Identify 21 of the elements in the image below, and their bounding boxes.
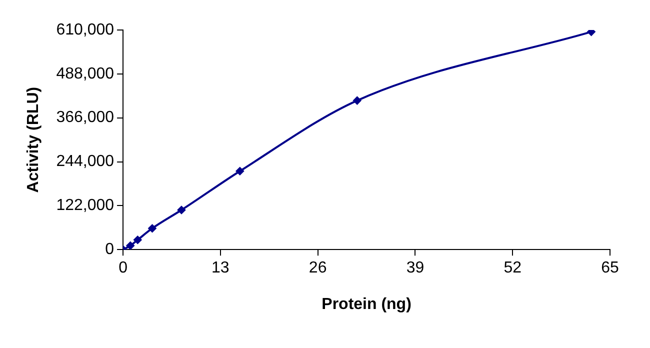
x-tick-label: 52 [504,260,522,277]
y-tick-label: 122,000 [56,197,114,214]
point [134,236,142,244]
y-tick-label: 610,000 [56,21,114,38]
point [353,96,362,105]
x-tick-label: 39 [406,260,424,277]
y-tick-label: 0 [105,241,114,258]
y-tick-label: 244,000 [56,153,114,170]
point [148,224,156,232]
point [177,206,186,214]
x-tick-label: 13 [212,260,230,277]
x-tick-label: 0 [118,260,128,277]
x-tick-label: 65 [601,260,619,277]
y-axis-title: Activity (RLU) [25,86,42,193]
point [587,30,596,36]
y-tick-label: 366,000 [56,109,114,126]
point [236,167,244,176]
y-tick-label: 488,000 [56,65,114,82]
point [126,242,134,250]
x-axis-title: Protein (ng) [322,296,412,313]
x-tick-label: 26 [308,260,327,277]
